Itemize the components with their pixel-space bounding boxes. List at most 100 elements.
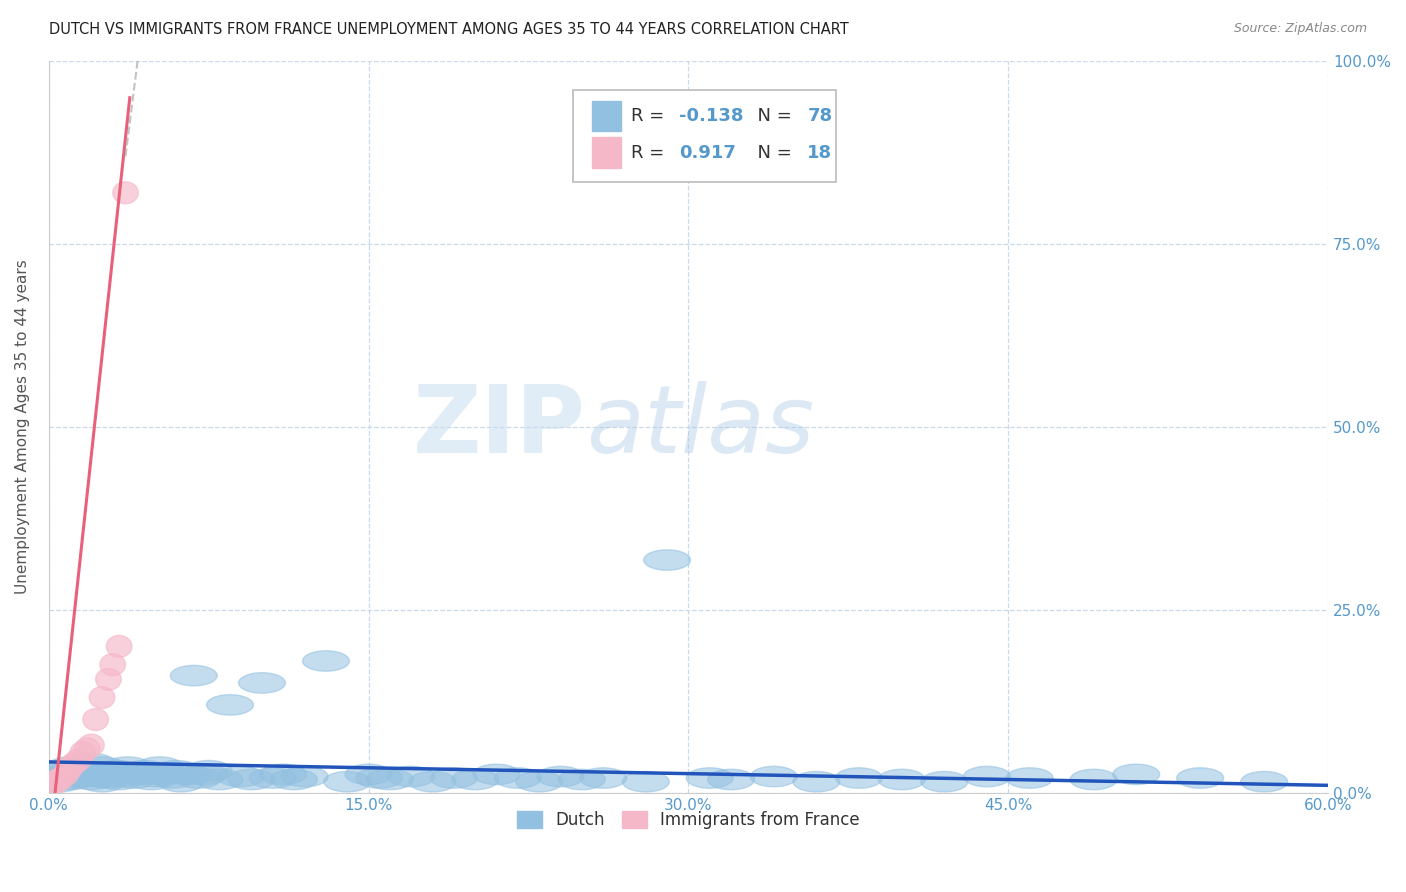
Ellipse shape <box>66 748 91 771</box>
Ellipse shape <box>1240 772 1288 792</box>
Ellipse shape <box>228 769 274 789</box>
Ellipse shape <box>89 687 115 708</box>
Ellipse shape <box>217 766 264 787</box>
Ellipse shape <box>174 768 222 789</box>
Ellipse shape <box>104 756 150 777</box>
Ellipse shape <box>186 761 232 781</box>
Ellipse shape <box>132 766 179 787</box>
Ellipse shape <box>170 665 217 686</box>
Ellipse shape <box>63 762 111 782</box>
Ellipse shape <box>72 764 120 785</box>
Ellipse shape <box>76 766 124 787</box>
Ellipse shape <box>207 695 253 715</box>
Ellipse shape <box>37 772 83 792</box>
Legend: Dutch, Immigrants from France: Dutch, Immigrants from France <box>510 804 866 836</box>
Ellipse shape <box>157 772 204 792</box>
Ellipse shape <box>115 764 162 785</box>
Ellipse shape <box>356 768 402 789</box>
FancyBboxPatch shape <box>574 90 835 182</box>
Ellipse shape <box>344 764 392 785</box>
Ellipse shape <box>751 766 797 787</box>
Ellipse shape <box>835 768 883 789</box>
Ellipse shape <box>963 766 1011 787</box>
Ellipse shape <box>388 766 434 787</box>
Text: R =: R = <box>631 144 669 161</box>
Ellipse shape <box>239 673 285 693</box>
Text: atlas: atlas <box>586 382 814 473</box>
Ellipse shape <box>96 769 142 789</box>
Ellipse shape <box>53 768 100 789</box>
Ellipse shape <box>83 762 129 782</box>
Ellipse shape <box>84 768 132 789</box>
Ellipse shape <box>112 182 138 203</box>
Text: R =: R = <box>631 107 669 125</box>
Ellipse shape <box>707 769 755 789</box>
Ellipse shape <box>58 756 83 778</box>
Ellipse shape <box>579 768 627 789</box>
Ellipse shape <box>46 756 94 777</box>
Ellipse shape <box>516 772 562 792</box>
Ellipse shape <box>121 761 169 781</box>
Ellipse shape <box>409 772 456 792</box>
Ellipse shape <box>323 772 371 792</box>
Ellipse shape <box>41 774 66 797</box>
Bar <box>592 137 620 168</box>
Ellipse shape <box>51 764 98 785</box>
Ellipse shape <box>195 769 243 789</box>
Ellipse shape <box>53 764 79 785</box>
Ellipse shape <box>89 764 136 785</box>
Ellipse shape <box>558 769 606 789</box>
Ellipse shape <box>100 654 125 675</box>
Ellipse shape <box>686 768 733 789</box>
Ellipse shape <box>46 769 94 789</box>
Ellipse shape <box>32 768 79 789</box>
Ellipse shape <box>472 764 520 785</box>
Text: 18: 18 <box>807 144 832 161</box>
Ellipse shape <box>879 769 925 789</box>
Ellipse shape <box>75 738 100 760</box>
Ellipse shape <box>495 768 541 789</box>
Ellipse shape <box>67 753 115 773</box>
Ellipse shape <box>70 741 96 764</box>
Ellipse shape <box>270 769 318 789</box>
Ellipse shape <box>79 772 125 792</box>
Ellipse shape <box>260 764 307 785</box>
Ellipse shape <box>367 769 413 789</box>
Ellipse shape <box>62 753 87 774</box>
Ellipse shape <box>83 708 108 731</box>
Ellipse shape <box>41 764 87 785</box>
Ellipse shape <box>67 769 115 789</box>
Ellipse shape <box>142 764 190 785</box>
Text: Source: ZipAtlas.com: Source: ZipAtlas.com <box>1233 22 1367 36</box>
Ellipse shape <box>1177 768 1223 789</box>
Bar <box>592 101 620 131</box>
Ellipse shape <box>55 760 80 781</box>
Ellipse shape <box>128 769 174 789</box>
Ellipse shape <box>58 761 104 781</box>
Ellipse shape <box>451 769 499 789</box>
Text: DUTCH VS IMMIGRANTS FROM FRANCE UNEMPLOYMENT AMONG AGES 35 TO 44 YEARS CORRELATI: DUTCH VS IMMIGRANTS FROM FRANCE UNEMPLOY… <box>49 22 849 37</box>
Ellipse shape <box>149 768 195 789</box>
Ellipse shape <box>793 772 839 792</box>
Ellipse shape <box>100 766 146 787</box>
Text: ZIP: ZIP <box>413 381 586 473</box>
Ellipse shape <box>59 766 107 787</box>
Ellipse shape <box>921 772 967 792</box>
Ellipse shape <box>42 761 89 781</box>
Ellipse shape <box>136 756 183 777</box>
Ellipse shape <box>94 761 141 781</box>
Ellipse shape <box>153 761 200 781</box>
Text: 0.917: 0.917 <box>679 144 737 161</box>
Y-axis label: Unemployment Among Ages 35 to 44 years: Unemployment Among Ages 35 to 44 years <box>15 260 30 594</box>
Ellipse shape <box>42 771 67 793</box>
Ellipse shape <box>165 764 211 785</box>
Ellipse shape <box>79 734 104 756</box>
Ellipse shape <box>107 635 132 657</box>
Ellipse shape <box>49 767 75 789</box>
Ellipse shape <box>249 768 297 789</box>
Ellipse shape <box>1112 764 1160 785</box>
Text: -0.138: -0.138 <box>679 107 744 125</box>
Ellipse shape <box>537 766 583 787</box>
Ellipse shape <box>96 668 121 690</box>
Ellipse shape <box>281 766 328 787</box>
